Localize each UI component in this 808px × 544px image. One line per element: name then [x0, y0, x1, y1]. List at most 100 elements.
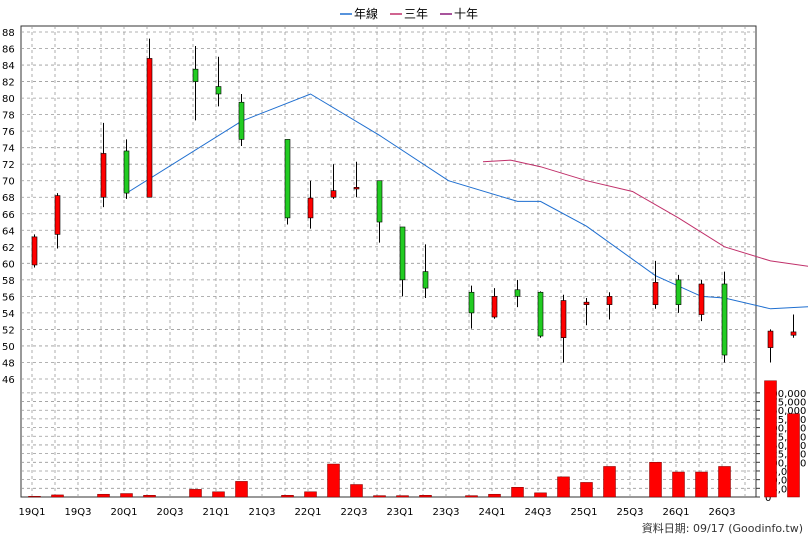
- x-tick-label: 25Q3: [617, 507, 644, 518]
- candle-body: [653, 282, 658, 304]
- candle-body: [492, 296, 497, 317]
- legend-label: 年線: [354, 6, 378, 21]
- price-tick-label: 74: [2, 144, 15, 155]
- price-tick-label: 84: [2, 61, 15, 72]
- x-tick-label: 20Q1: [111, 507, 138, 518]
- legend-label: 十年: [454, 7, 478, 21]
- volume-bar: [52, 495, 64, 497]
- price-tick-label: 56: [2, 292, 15, 303]
- x-tick-label: 22Q3: [341, 507, 368, 518]
- legend: 年線三年十年: [340, 6, 478, 21]
- volume-bar: [535, 493, 547, 497]
- x-axis: 19Q1 19Q3 20Q1 20Q3 21Q1 21Q3 22Q1 22Q3 23Q1 23Q3…: [19, 507, 736, 518]
- price-tick-label: 72: [2, 160, 15, 171]
- candle-body: [607, 296, 612, 304]
- volume-bar: [696, 472, 708, 497]
- x-tick-label: 26Q1: [663, 507, 690, 518]
- volume-bar: [719, 466, 731, 497]
- volume-bar: [650, 462, 662, 497]
- price-tick-label: 46: [2, 375, 15, 386]
- candle-body: [561, 301, 566, 338]
- volume-bar: [121, 494, 133, 497]
- volume-bar: [788, 414, 800, 497]
- volume-bar: [765, 381, 777, 497]
- volume-bar: [98, 494, 110, 497]
- x-tick-label: 23Q1: [387, 507, 414, 518]
- price-tick-label: 88: [2, 28, 15, 39]
- candle-body: [331, 191, 336, 198]
- plot-frame: [21, 26, 756, 497]
- volume-bar: [466, 496, 478, 497]
- candlestick: [791, 315, 796, 338]
- legend-item: 年線: [340, 6, 378, 21]
- x-tick-label: 24Q3: [525, 507, 552, 518]
- candle-body: [377, 181, 382, 222]
- volume-bar: [282, 495, 294, 497]
- price-tick-label: 48: [2, 358, 15, 369]
- candlestick: [538, 291, 543, 337]
- price-tick-label: 54: [2, 309, 15, 320]
- candle-body: [400, 227, 405, 280]
- candle-body: [676, 280, 681, 305]
- x-tick-label: 20Q3: [157, 507, 184, 518]
- x-tick-label: 19Q3: [65, 507, 92, 518]
- candle-body: [239, 102, 244, 139]
- volume-bar: [351, 485, 363, 497]
- candlestick: [722, 272, 727, 363]
- volume-bar: [420, 495, 432, 497]
- price-tick-label: 76: [2, 127, 15, 138]
- volume-bar: [374, 496, 386, 497]
- candle-body: [285, 139, 290, 217]
- price-axis: 4648505254565860626466687072747678808284…: [2, 28, 15, 386]
- candle-body: [101, 153, 106, 197]
- price-tick-label: 52: [2, 325, 15, 336]
- candle-body: [354, 187, 359, 189]
- x-tick-label: 21Q1: [203, 507, 230, 518]
- price-tick-label: 50: [2, 342, 15, 353]
- candle-body: [699, 284, 704, 315]
- candle-body: [423, 272, 428, 289]
- price-tick-label: 66: [2, 210, 15, 221]
- x-tick-label: 21Q3: [249, 507, 276, 518]
- candle-body: [538, 292, 543, 336]
- candlestick: [32, 234, 37, 267]
- candle-body: [515, 290, 520, 297]
- volume-bar: [512, 487, 524, 497]
- volume-bar: [29, 496, 41, 497]
- price-tick-label: 80: [2, 94, 15, 105]
- price-tick-label: 68: [2, 193, 15, 204]
- candle-body: [722, 284, 727, 355]
- candle-body: [32, 237, 37, 265]
- x-tick-label: 22Q1: [295, 507, 322, 518]
- price-tick-label: 58: [2, 276, 15, 287]
- x-tick-label: 19Q1: [19, 507, 46, 518]
- volume-bar: [213, 492, 225, 497]
- candle-body: [216, 87, 221, 94]
- candle-body: [768, 331, 773, 348]
- volume-bar: [489, 494, 501, 497]
- volume-bar: [305, 492, 317, 497]
- volume-bar: [673, 472, 685, 497]
- price-tick-label: 64: [2, 226, 15, 237]
- footer-source: 資料日期: 09/17 (Goodinfo.tw): [642, 521, 803, 535]
- candle-body: [193, 69, 198, 81]
- x-tick-label: 26Q3: [709, 507, 736, 518]
- volume-bar: [144, 495, 156, 497]
- candle-body: [469, 292, 474, 313]
- price-tick-label: 70: [2, 177, 15, 188]
- price-tick-label: 82: [2, 78, 15, 89]
- candlestick: [147, 39, 152, 198]
- x-tick-label: 25Q1: [571, 507, 598, 518]
- volume-bar: [190, 489, 202, 497]
- candlestick: [285, 139, 290, 224]
- candle-body: [791, 332, 796, 335]
- price-tick-label: 86: [2, 45, 15, 56]
- legend-item: 十年: [440, 7, 478, 21]
- volume-bar: [236, 481, 248, 497]
- volume-bar: [328, 464, 340, 497]
- x-tick-label: 24Q1: [479, 507, 506, 518]
- x-tick-label: 23Q3: [433, 507, 460, 518]
- price-tick-label: 60: [2, 259, 15, 270]
